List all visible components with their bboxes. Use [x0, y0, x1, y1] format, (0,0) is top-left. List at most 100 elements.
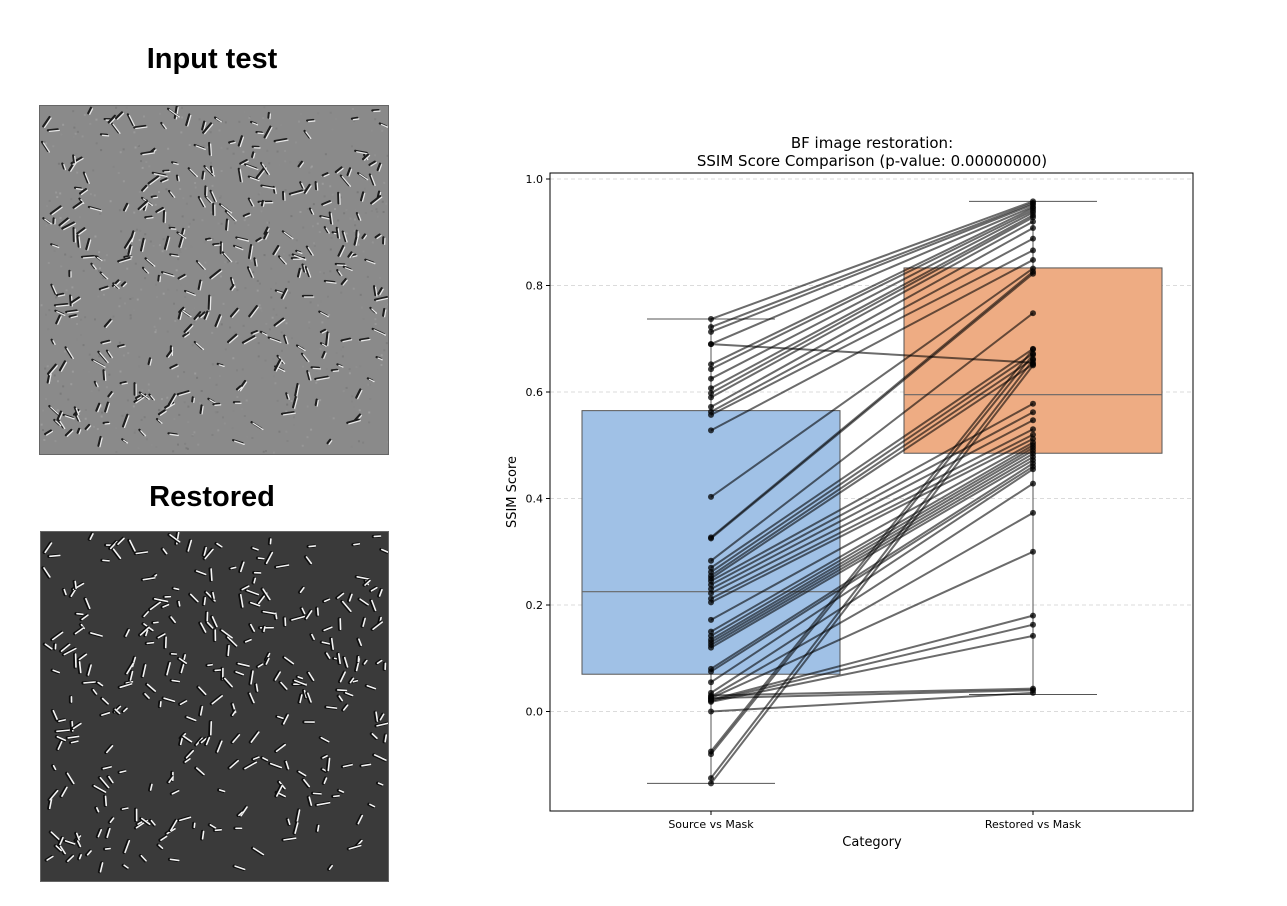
input-cells	[40, 106, 388, 448]
x-tick-label: Restored vs Mask	[985, 818, 1082, 831]
point-source	[708, 394, 714, 401]
point-source	[708, 708, 714, 715]
pair-line	[710, 433, 1034, 600]
plot-frame	[549, 172, 1194, 812]
pair-line	[710, 211, 1034, 380]
point-source	[708, 403, 714, 410]
point-restored	[1030, 409, 1036, 416]
point-source	[708, 390, 714, 397]
pair-line	[710, 203, 1034, 333]
pair-line	[710, 550, 1034, 700]
point-restored	[1030, 357, 1036, 364]
y-tick-label: 0.8	[526, 280, 544, 293]
point-restored	[1030, 509, 1036, 516]
pair-line	[710, 200, 1034, 320]
point-restored	[1030, 548, 1036, 555]
input-test-title: Input test	[146, 43, 278, 75]
pair-line	[710, 634, 1034, 703]
pair-line	[710, 437, 1034, 604]
point-source	[708, 695, 714, 702]
restored-cells	[41, 532, 388, 874]
point-restored	[1030, 400, 1036, 407]
point-source	[708, 427, 714, 434]
pair-line	[710, 447, 1034, 637]
pair-line	[710, 267, 1034, 498]
pair-line	[710, 428, 1034, 595]
point-source	[708, 361, 714, 368]
pair-line	[710, 237, 1034, 413]
point-source	[708, 411, 714, 418]
pair-line	[710, 259, 1034, 432]
x-tick-label: Source vs Mask	[668, 818, 754, 831]
point-source	[708, 557, 714, 564]
point-source	[708, 780, 714, 787]
point-restored	[1030, 218, 1036, 225]
pair-line	[710, 363, 1034, 580]
point-restored	[1030, 235, 1036, 242]
pair-line	[710, 512, 1034, 698]
y-tick-label: 0.2	[526, 599, 544, 612]
point-restored	[1030, 689, 1036, 696]
pair-line	[710, 359, 1034, 779]
point-source	[708, 341, 714, 348]
pair-line	[710, 205, 1034, 345]
point-source	[708, 679, 714, 686]
point-restored	[1030, 247, 1036, 254]
point-restored	[1030, 224, 1036, 231]
y-tick-label: 1.0	[526, 173, 544, 186]
pair-line	[710, 689, 1034, 700]
pair-line	[710, 364, 1034, 784]
pair-line	[710, 358, 1034, 577]
point-restored	[1030, 256, 1036, 263]
point-source	[708, 324, 714, 331]
input-microscopy-image	[39, 105, 389, 455]
point-restored	[1030, 621, 1036, 628]
point-source	[708, 493, 714, 500]
pair-line	[710, 348, 1034, 753]
point-restored	[1030, 310, 1036, 317]
pair-line	[710, 348, 1034, 569]
point-source	[708, 616, 714, 623]
pair-line	[710, 343, 1034, 364]
point-source	[708, 375, 714, 382]
point-restored	[1030, 351, 1036, 358]
pair-line	[710, 444, 1034, 633]
point-restored	[1030, 632, 1036, 639]
point-restored	[1030, 466, 1036, 473]
y-tick-label: 0.4	[526, 493, 544, 506]
pair-line	[710, 209, 1034, 370]
pair-line	[710, 482, 1034, 694]
point-source	[708, 535, 714, 542]
point-source	[708, 775, 714, 782]
pair-line	[710, 227, 1034, 408]
chart-subtitle: SSIM Score Comparison (p-value: 0.000000…	[697, 152, 1047, 170]
pair-line	[710, 202, 1034, 328]
pair-line	[710, 402, 1034, 582]
y-axis-label: SSIM Score	[505, 456, 520, 528]
restored-microscopy-image	[40, 531, 389, 882]
input-background	[40, 106, 388, 454]
pair-line	[710, 354, 1034, 755]
point-restored	[1030, 362, 1036, 369]
point-source	[708, 385, 714, 392]
point-source	[708, 590, 714, 597]
pair-line	[710, 312, 1034, 562]
point-source	[708, 316, 714, 323]
chart-title: BF image restoration:	[791, 134, 953, 152]
point-source	[708, 581, 714, 588]
pair-line	[710, 419, 1034, 590]
pair-line	[710, 462, 1034, 670]
pair-line	[710, 273, 1034, 540]
point-restored	[1030, 431, 1036, 438]
pair-line	[710, 249, 1034, 416]
pair-line	[710, 441, 1034, 621]
pair-line	[710, 214, 1034, 390]
point-source	[708, 751, 714, 758]
point-restored	[1030, 426, 1036, 433]
point-restored	[1030, 480, 1036, 487]
point-source	[708, 586, 714, 593]
point-source	[708, 366, 714, 373]
point-restored	[1030, 346, 1036, 353]
point-source	[708, 564, 714, 571]
